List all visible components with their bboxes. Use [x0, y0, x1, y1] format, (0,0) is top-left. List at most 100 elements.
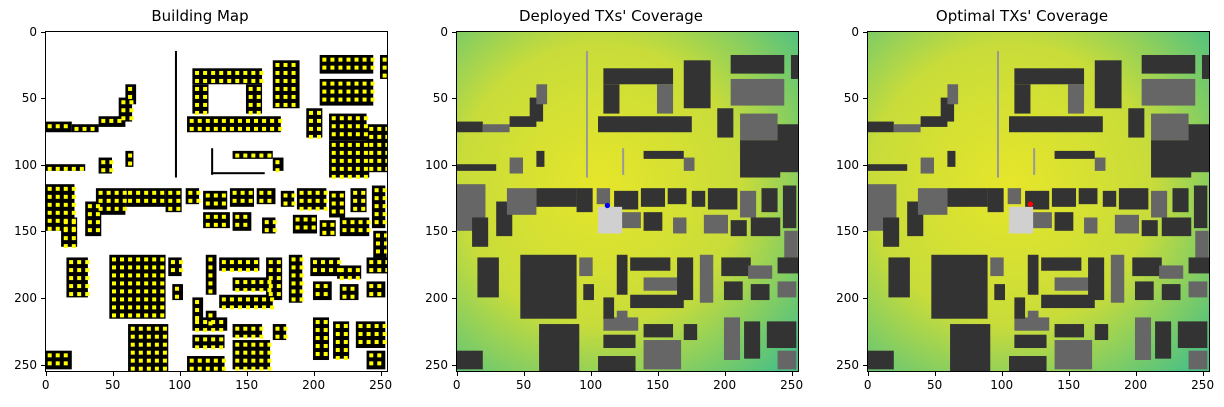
antenna-dot [323, 328, 328, 333]
building [717, 108, 734, 138]
antenna-dot [111, 313, 117, 318]
antenna-dot [275, 168, 280, 173]
antenna-dot [291, 257, 296, 262]
antenna-dot [208, 313, 213, 318]
building [1041, 294, 1095, 309]
antenna-dot [109, 118, 114, 123]
antenna-dot [331, 116, 336, 121]
antenna-dot [248, 102, 253, 107]
building [536, 84, 548, 105]
antenna-dot [374, 324, 379, 329]
antenna-dot [346, 81, 351, 86]
antenna-dot [350, 294, 355, 299]
antenna-dot [95, 228, 100, 233]
antenna-dot [322, 222, 327, 227]
antenna-dot [354, 81, 359, 86]
antenna-dot [98, 190, 103, 195]
antenna-dot [243, 366, 248, 371]
x-tick-mark [867, 372, 869, 376]
building [174, 50, 177, 178]
antenna-dot [162, 334, 167, 339]
antenna-dot [291, 289, 296, 294]
antenna-dot [275, 94, 280, 99]
antenna-dot [339, 158, 344, 163]
antenna-dot [197, 118, 202, 123]
antenna-dot [55, 361, 60, 366]
antenna-dot [330, 57, 335, 62]
antenna-dot [71, 194, 76, 199]
antenna-dot [358, 332, 363, 337]
building [782, 185, 797, 229]
antenna-dot [339, 116, 344, 121]
building [748, 265, 773, 279]
antenna-dot [71, 220, 76, 225]
antenna-dot [330, 89, 335, 94]
antenna-dot [229, 305, 234, 310]
building [867, 164, 908, 171]
building [477, 257, 499, 298]
antenna-dot [363, 158, 368, 163]
antenna-dot [95, 220, 100, 225]
antenna-dot [254, 118, 259, 123]
antenna-dot [275, 334, 280, 339]
antenna-dot [63, 194, 68, 199]
antenna-dot [138, 326, 143, 331]
building [603, 297, 615, 319]
building [1193, 185, 1208, 229]
building [583, 284, 595, 301]
y-tick-mark [452, 231, 456, 233]
building [1014, 68, 1085, 85]
antenna-dot [355, 268, 360, 273]
antenna-dot [369, 353, 374, 358]
antenna-dot [63, 228, 68, 233]
building [740, 140, 781, 178]
antenna-dot [211, 320, 216, 325]
building [740, 190, 757, 218]
panel-optimal-coverage: Optimal TXs' Coverage 0 50 100 150 200 250 0 5… [822, 0, 1222, 407]
building [125, 84, 137, 105]
x-tick-label: 200 [302, 378, 326, 392]
antenna-dot [219, 320, 224, 325]
antenna-dot [245, 118, 250, 123]
antenna-dot [195, 102, 200, 107]
antenna-dot [259, 198, 264, 203]
antenna-dot [354, 57, 359, 62]
antenna-dot [342, 286, 347, 291]
antenna-dot [248, 94, 253, 99]
antenna-dot [101, 168, 106, 173]
antenna-dot [347, 268, 352, 273]
antenna-dot [283, 334, 288, 339]
antenna-dot [323, 344, 328, 349]
antenna-dot [267, 288, 272, 293]
antenna-dot [154, 334, 159, 339]
antenna-dot [353, 198, 358, 203]
antenna-dot [208, 265, 213, 270]
antenna-dot [168, 190, 173, 195]
antenna-dot [229, 260, 234, 265]
antenna-dot [323, 206, 328, 211]
deployed-coverage-image [456, 31, 799, 372]
antenna-dot [203, 70, 208, 75]
antenna-dot [243, 70, 248, 75]
antenna-dot [219, 78, 224, 83]
building [1094, 60, 1122, 109]
antenna-dot [330, 65, 335, 70]
antenna-dot [203, 328, 208, 333]
building [1054, 212, 1074, 231]
antenna-dot [213, 214, 218, 219]
antenna-dot [240, 198, 245, 203]
antenna-dot [354, 97, 359, 102]
building [784, 230, 798, 258]
antenna-dot [308, 110, 313, 115]
antenna-dot [128, 257, 133, 262]
building [867, 121, 894, 133]
antenna-dot [362, 65, 367, 70]
antenna-dot [315, 284, 320, 289]
building [506, 188, 537, 215]
antenna-dot [162, 326, 167, 331]
antenna-dot [146, 366, 151, 371]
antenna-dot [308, 134, 313, 139]
antenna-dot [264, 228, 269, 233]
building [643, 212, 663, 231]
antenna-dot [262, 297, 267, 302]
